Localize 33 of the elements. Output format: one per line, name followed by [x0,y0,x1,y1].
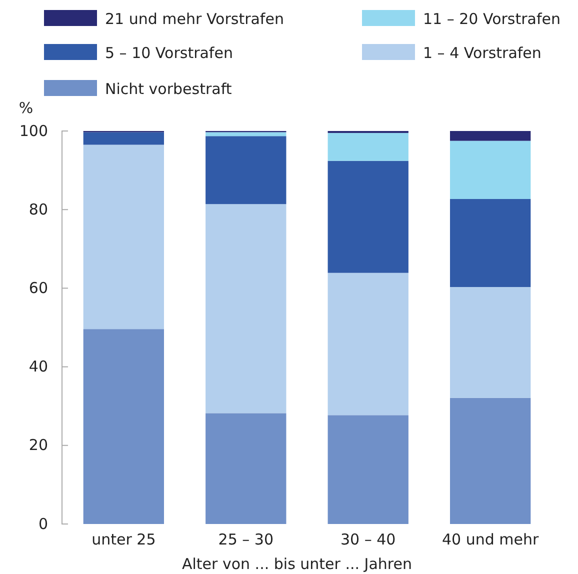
bar [206,136,286,204]
bar [83,329,164,524]
legend-label: Nicht vorbestraft [105,80,232,98]
y-tick-label: 60 [28,279,48,297]
bar [206,413,286,524]
bar [328,132,408,161]
x-tick-label: 25 – 30 [218,530,274,549]
bar [450,398,531,524]
legend-label: 1 – 4 Vorstrafen [423,44,542,62]
x-tick-label: 30 – 40 [340,530,396,549]
bar [83,144,164,330]
y-tick-label: 100 [19,122,48,140]
x-tick-label: 40 und mehr [442,530,540,549]
bar [450,198,531,288]
y-tick-label: 40 [28,358,48,376]
bar [328,160,408,273]
legend-label: 11 – 20 Vorstrafen [423,10,560,28]
bar [328,272,408,416]
bar [83,132,164,145]
bar [328,415,408,524]
x-axis-title: Alter von ... bis unter ... Jahren [182,555,412,573]
y-tick-label: 0 [38,514,48,533]
bar [206,132,286,136]
bar [206,204,286,414]
legend-label: 5 – 10 Vorstrafen [105,44,233,62]
y-tick-label: 20 [28,436,48,454]
y-axis-title: % [18,99,34,117]
bar [450,131,531,141]
y-tick-label: 80 [28,200,48,218]
legend-label: 21 und mehr Vorstrafen [105,10,284,28]
x-tick-label: unter 25 [92,530,156,549]
bar [450,140,531,199]
bar [450,287,531,398]
